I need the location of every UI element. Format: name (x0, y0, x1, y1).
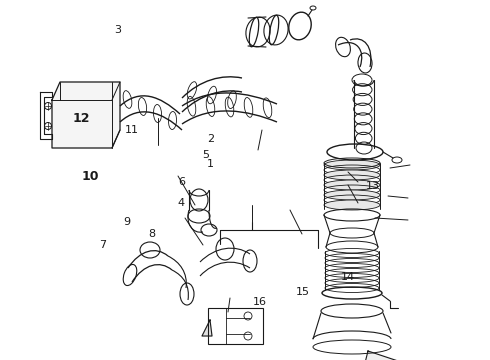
Text: 14: 14 (341, 272, 355, 282)
Text: 8: 8 (148, 229, 155, 239)
Text: 4: 4 (178, 198, 185, 208)
Ellipse shape (324, 160, 380, 170)
Ellipse shape (324, 170, 380, 180)
Text: 12: 12 (72, 112, 90, 125)
Text: 15: 15 (296, 287, 310, 297)
Polygon shape (363, 351, 406, 360)
Text: 10: 10 (82, 170, 99, 183)
Text: 16: 16 (253, 297, 267, 307)
Ellipse shape (324, 190, 380, 200)
Text: 1: 1 (207, 159, 214, 169)
Text: 6: 6 (178, 177, 185, 187)
Bar (208, 308, 263, 344)
Text: 11: 11 (125, 125, 139, 135)
Text: 13: 13 (366, 181, 379, 192)
Text: 5: 5 (202, 150, 209, 160)
Polygon shape (202, 320, 212, 336)
Ellipse shape (324, 180, 380, 190)
Ellipse shape (324, 200, 380, 210)
Text: 9: 9 (123, 217, 130, 228)
Text: 7: 7 (99, 240, 106, 250)
Text: 2: 2 (207, 134, 214, 144)
Polygon shape (52, 82, 120, 148)
Text: 3: 3 (114, 24, 121, 35)
